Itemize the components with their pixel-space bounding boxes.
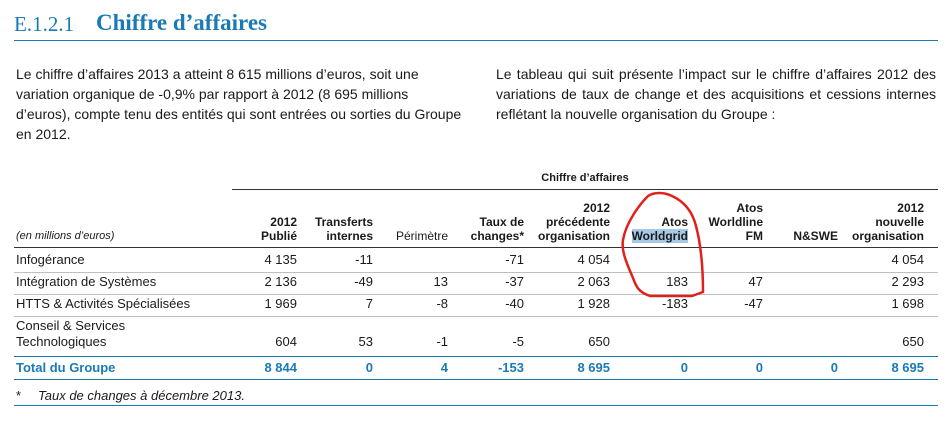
column-header-line: Atos bbox=[661, 215, 688, 229]
intro-paragraph-left: Le chiffre d’affaires 2013 a atteint 8 6… bbox=[16, 66, 462, 142]
total-cell: 0 bbox=[830, 360, 838, 375]
table-cell: 47 bbox=[748, 274, 763, 289]
section-number: E.1.2.1 bbox=[14, 12, 75, 36]
column-header-line: changes* bbox=[470, 229, 524, 243]
table-cell: 1 928 bbox=[577, 296, 610, 311]
row-label-line: Infogérance bbox=[16, 252, 85, 267]
table-cell: 604 bbox=[275, 334, 297, 349]
table-cell: 2 063 bbox=[577, 274, 610, 289]
column-header-5: Atos Worldgrid bbox=[610, 215, 688, 243]
table-cell: 1 698 bbox=[891, 296, 924, 311]
column-header-line: 2012 bbox=[583, 201, 610, 215]
table-cell: 53 bbox=[358, 334, 373, 349]
column-header-line: Worldgrid bbox=[610, 229, 688, 243]
caption-rule bbox=[232, 189, 938, 190]
table-cell: -8 bbox=[436, 296, 448, 311]
row-divider bbox=[14, 294, 938, 295]
column-header-line: organisation bbox=[851, 229, 924, 243]
row-label: Infogérance bbox=[16, 252, 85, 268]
unit-label: (en millions d’euros) bbox=[16, 230, 115, 242]
footnote-marker: * bbox=[16, 388, 22, 403]
column-header-line: Atos bbox=[736, 201, 763, 215]
column-header-line: organisation bbox=[537, 229, 610, 243]
table-cell: -183 bbox=[661, 296, 688, 311]
table-cell: 13 bbox=[433, 274, 448, 289]
total-cell: 8 695 bbox=[891, 360, 924, 375]
row-label-line: Conseil & Services bbox=[16, 318, 126, 333]
table-caption: Chiffre d’affaires bbox=[541, 172, 629, 184]
column-header-3: Taux de changes* bbox=[448, 215, 524, 243]
row-label-line: Technologiques bbox=[16, 334, 107, 349]
table-cell: 1 969 bbox=[264, 296, 297, 311]
column-header-line: 2012 bbox=[897, 201, 924, 215]
column-header-1: Transferts internes bbox=[297, 215, 373, 243]
total-bottom-rule bbox=[14, 379, 938, 380]
column-header-8: 2012 nouvelle organisation bbox=[838, 201, 924, 243]
section-title: Chiffre d’affaires bbox=[96, 10, 267, 35]
total-top-rule bbox=[14, 356, 938, 357]
table-footnote: * Taux de changes à décembre 2013. bbox=[16, 388, 245, 403]
row-label: Intégration de Systèmes bbox=[16, 274, 156, 290]
column-header-0: 2012 Publié bbox=[227, 215, 297, 243]
table-cell: -49 bbox=[354, 274, 373, 289]
column-header-4: 2012 précédente organisation bbox=[524, 201, 610, 243]
column-header-line: Publié bbox=[260, 229, 297, 243]
column-header-line: Worldline bbox=[708, 215, 763, 229]
table-cell: -47 bbox=[744, 296, 763, 311]
column-header-7: N&SWE bbox=[763, 229, 838, 243]
row-label-line: Intégration de Systèmes bbox=[16, 274, 157, 289]
column-header-line: précédente bbox=[545, 215, 610, 229]
table-cell: 2 293 bbox=[891, 274, 924, 289]
highlighted-text: Worldgrid bbox=[631, 229, 688, 243]
table-cell: 4 135 bbox=[264, 252, 297, 267]
row-divider bbox=[14, 316, 938, 317]
column-header-line: FM bbox=[745, 229, 763, 243]
total-cell: 0 bbox=[365, 360, 373, 375]
total-cell: 0 bbox=[755, 360, 763, 375]
column-header-line: Taux de bbox=[479, 215, 524, 229]
table-cell: 2 136 bbox=[264, 274, 297, 289]
column-header-line: N&SWE bbox=[793, 229, 838, 243]
total-cell: 0 bbox=[680, 360, 688, 375]
table-cell: 650 bbox=[588, 334, 610, 349]
table-cell: 650 bbox=[902, 334, 924, 349]
header-bottom-rule bbox=[14, 247, 938, 248]
column-header-line: Périmètre bbox=[395, 229, 448, 243]
column-header-line: nouvelle bbox=[875, 215, 924, 229]
column-header-line: Transferts bbox=[314, 215, 373, 229]
row-label-line: HTTS & Activités Spécialisées bbox=[16, 296, 191, 311]
column-header-line: internes bbox=[326, 229, 373, 243]
table-cell: -40 bbox=[505, 296, 524, 311]
intro-paragraph-right: Le tableau qui suit présente l’impact su… bbox=[496, 66, 936, 122]
table-cell: -71 bbox=[505, 252, 524, 267]
row-label: HTTS & Activités Spécialisées bbox=[16, 296, 190, 312]
table-cell: 4 054 bbox=[891, 252, 924, 267]
column-header-line: 2012 bbox=[270, 215, 297, 229]
total-cell: -153 bbox=[497, 360, 524, 375]
row-divider bbox=[14, 272, 938, 273]
table-cell: 183 bbox=[666, 274, 688, 289]
total-label: Total du Groupe bbox=[16, 360, 116, 375]
column-header-6: Atos Worldline FM bbox=[688, 201, 763, 243]
total-cell: 4 bbox=[440, 360, 448, 375]
header-rule bbox=[14, 40, 938, 41]
column-header-2: Périmètre bbox=[373, 229, 448, 243]
row-label: Conseil & Services Technologiques bbox=[16, 318, 125, 350]
table-cell: -11 bbox=[355, 252, 373, 267]
table-cell: -1 bbox=[436, 334, 448, 349]
table-cell: -37 bbox=[505, 274, 524, 289]
total-cell: 8 844 bbox=[264, 360, 297, 375]
table-cell: 4 054 bbox=[577, 252, 610, 267]
table-cell: -5 bbox=[512, 334, 524, 349]
table-cell: 7 bbox=[365, 296, 373, 311]
footnote-bottom-rule bbox=[14, 405, 938, 406]
section-header: E.1.2.1 Chiffre d’affaires bbox=[14, 6, 938, 44]
total-cell: 8 695 bbox=[577, 360, 610, 375]
footnote-text: Taux de changes à décembre 2013. bbox=[38, 388, 245, 403]
